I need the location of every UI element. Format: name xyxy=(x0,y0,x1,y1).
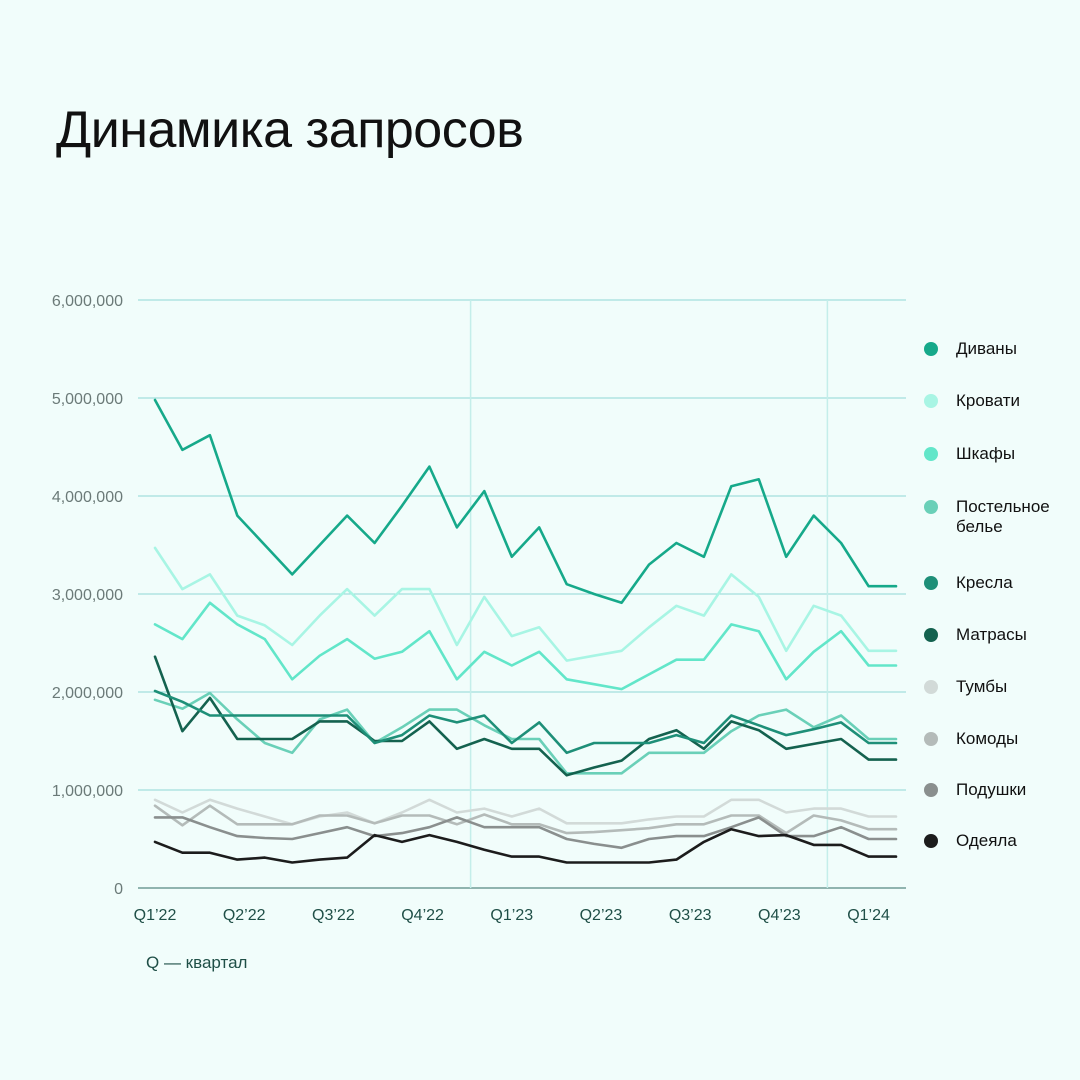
legend-item: Матрасы xyxy=(924,625,1074,645)
line-chart: 0 1,000,000 2,000,000 3,000,000 4,000,000 5,0… xyxy=(52,293,906,924)
series-line-2 xyxy=(153,601,898,691)
legend-dot-icon xyxy=(924,447,938,461)
y-tick-label: 3,000,000 xyxy=(52,587,123,604)
series-line-9 xyxy=(153,827,898,864)
y-tick-label: 2,000,000 xyxy=(52,685,123,702)
legend-dot-icon xyxy=(924,576,938,590)
legend-item: Подушки xyxy=(924,780,1074,800)
x-tick-label: Q3’23 xyxy=(669,907,712,924)
legend-label: Кресла xyxy=(956,573,1013,592)
legend-label: Постельное белье xyxy=(956,497,1050,536)
x-tick-label: Q4’23 xyxy=(758,907,801,924)
legend-item: Одеяла xyxy=(924,831,1074,851)
x-tick-label: Q1’24 xyxy=(847,907,890,924)
legend-dot-icon xyxy=(924,680,938,694)
x-tick-label: Q2’23 xyxy=(580,907,623,924)
legend-dot-icon xyxy=(924,732,938,746)
y-tick-label: 6,000,000 xyxy=(52,293,123,310)
legend-label: Подушки xyxy=(956,780,1027,799)
x-tick-label: Q3’22 xyxy=(312,907,355,924)
x-tick-label: Q1’22 xyxy=(134,907,177,924)
series-line-1 xyxy=(153,546,898,662)
legend-label: Шкафы xyxy=(956,444,1016,463)
series-line-4 xyxy=(153,689,898,755)
y-tick-label: 1,000,000 xyxy=(52,783,123,800)
legend-label: Комоды xyxy=(956,729,1019,748)
legend-item: Постельное белье xyxy=(924,497,1074,537)
series-line-3 xyxy=(153,691,898,775)
y-tick-label: 0 xyxy=(114,881,123,898)
x-axis-ticks: Q1’22 Q2’22 Q3’22 Q4’22 Q1’23 Q2’23 Q3’23 Q4’23… xyxy=(134,907,890,924)
legend-item: Кресла xyxy=(924,573,1074,593)
legend-dot-icon xyxy=(924,834,938,848)
y-tick-label: 4,000,000 xyxy=(52,489,123,506)
legend-label: Кровати xyxy=(956,391,1021,410)
legend-label: Одеяла xyxy=(956,831,1017,850)
legend-dot-icon xyxy=(924,500,938,514)
x-tick-label: Q1’23 xyxy=(490,907,533,924)
series-line-6 xyxy=(153,798,898,826)
legend-dot-icon xyxy=(924,394,938,408)
legend-item: Кровати xyxy=(924,391,1074,411)
x-tick-label: Q4’22 xyxy=(401,907,444,924)
series-line-7 xyxy=(153,804,898,835)
series-lines xyxy=(153,398,898,864)
y-axis-ticks: 0 1,000,000 2,000,000 3,000,000 4,000,000 5,0… xyxy=(52,293,123,898)
x-tick-label: Q2’22 xyxy=(223,907,266,924)
grid-lines xyxy=(138,299,906,889)
series-line-5 xyxy=(153,655,898,777)
legend-item: Диваны xyxy=(924,339,1074,359)
legend-item: Тумбы xyxy=(924,677,1074,697)
x-axis-note: Q — квартал xyxy=(146,953,248,972)
legend-item: Шкафы xyxy=(924,444,1074,464)
legend-dot-icon xyxy=(924,628,938,642)
legend-dot-icon xyxy=(924,342,938,356)
legend-label: Тумбы xyxy=(956,677,1008,696)
y-tick-label: 5,000,000 xyxy=(52,391,123,408)
legend-dot-icon xyxy=(924,783,938,797)
legend-label: Диваны xyxy=(956,339,1017,358)
series-line-8 xyxy=(153,816,898,850)
series-line-0 xyxy=(153,398,898,605)
legend-label: Матрасы xyxy=(956,625,1027,644)
legend-item: Комоды xyxy=(924,729,1074,749)
page-title: Динамика запросов xyxy=(56,101,524,159)
